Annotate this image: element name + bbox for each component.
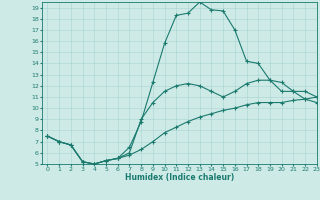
X-axis label: Humidex (Indice chaleur): Humidex (Indice chaleur) [124, 173, 234, 182]
